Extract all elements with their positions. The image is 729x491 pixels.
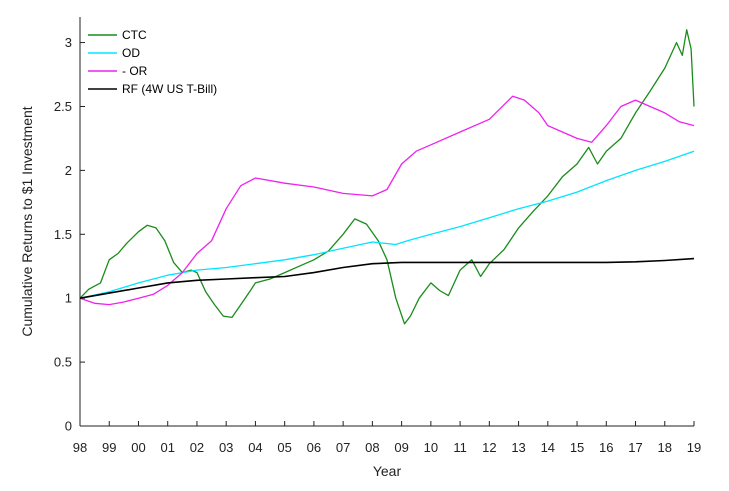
series-line [79,29,695,325]
x-tick-label: 16 [599,440,613,455]
x-tick-label: 12 [482,440,496,455]
series-line [79,150,695,299]
y-axis-label: Cumulative Returns to $1 Investment [19,106,35,336]
x-tick-label: 13 [511,440,525,455]
x-tick-label: 09 [394,440,408,455]
x-axis-ticks: 98 99 00 01 02 03 04 05 06 07 08 09 10 11 12 13 14 15 16 17… [73,421,701,455]
legend-label: RF (4W US T-Bill) [122,82,217,96]
legend-label: - OR [122,64,148,78]
x-tick-label: 98 [73,440,87,455]
y-tick-label: 0.5 [54,355,72,370]
x-tick-label: 03 [219,440,233,455]
x-tick-label: 19 [687,440,701,455]
axes [79,17,694,427]
y-axis-ticks: 0 0.5 1 1.5 2 2.5 3 [54,35,85,434]
y-tick-label: 2 [65,163,72,178]
legend: CTC OD - OR RF (4W US T-Bill) [88,28,217,96]
x-tick-label: 00 [131,440,145,455]
x-axis-label: Year [373,463,402,479]
series-layer [79,29,695,325]
y-tick-label: 2.5 [54,99,72,114]
y-tick-label: 0 [65,419,72,434]
series-line [79,257,695,299]
legend-label: OD [122,46,140,60]
x-tick-label: 02 [190,440,204,455]
x-tick-label: 10 [424,440,438,455]
x-tick-label: 15 [570,440,584,455]
x-tick-label: 17 [628,440,642,455]
y-tick-label: 1 [65,291,72,306]
x-tick-label: 07 [336,440,350,455]
x-tick-label: 05 [277,440,291,455]
x-tick-label: 06 [307,440,321,455]
legend-label: CTC [122,28,147,42]
x-tick-label: 18 [658,440,672,455]
x-tick-label: 99 [102,440,116,455]
y-tick-label: 1.5 [54,227,72,242]
x-tick-label: 08 [365,440,379,455]
series-line [79,95,695,306]
x-tick-label: 01 [160,440,174,455]
y-tick-label: 3 [65,35,72,50]
x-tick-label: 04 [248,440,262,455]
x-tick-label: 11 [453,440,467,455]
x-tick-label: 14 [541,440,555,455]
